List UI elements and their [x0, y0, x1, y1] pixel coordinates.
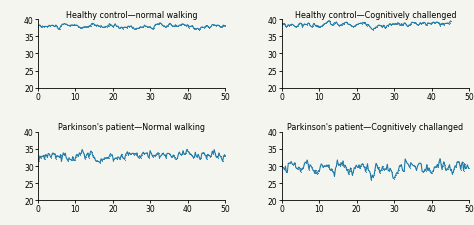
Title: Parkinson's patient—Cognitively challanged: Parkinson's patient—Cognitively challang… — [287, 123, 464, 132]
Title: Healthy control—normal walking: Healthy control—normal walking — [66, 11, 198, 20]
Title: Healthy control—Cognitively challenged: Healthy control—Cognitively challenged — [295, 11, 456, 20]
Title: Parkinson's patient—Normal walking: Parkinson's patient—Normal walking — [58, 123, 205, 132]
